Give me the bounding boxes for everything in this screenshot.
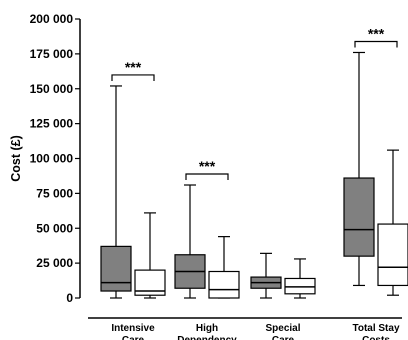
category-label-line: Care [122, 335, 145, 340]
y-tick-label: 150 000 [30, 82, 74, 96]
y-tick-label: 125 000 [30, 117, 74, 131]
y-tick-label: 75 000 [36, 186, 73, 200]
box-iqr [343, 177, 375, 257]
x-axis: IntensiveCareHighDependencySpecialCareTo… [88, 317, 402, 340]
x-category-label: SpecialCare [265, 323, 300, 340]
box-group: *** [100, 59, 166, 299]
y-tick-label: 175 000 [30, 47, 74, 61]
category-label-line: High [196, 323, 218, 334]
significance-bracket [185, 173, 229, 181]
box-iqr [377, 223, 408, 287]
box-iqr [208, 270, 240, 299]
significance-label: *** [368, 25, 385, 41]
y-tick-label: 100 000 [30, 152, 74, 166]
category-label-line: Intensive [111, 323, 155, 334]
category-label-line: Costs [362, 335, 390, 340]
category-label-line: Care [272, 335, 295, 340]
y-tick-label: 0 [66, 291, 73, 305]
y-tick-label: 50 000 [36, 221, 73, 235]
category-label-line: Total Stay [352, 323, 399, 334]
box-group: *** [343, 25, 408, 296]
category-label-line: Special [265, 323, 300, 334]
significance-label: *** [125, 59, 142, 75]
box-iqr [100, 245, 132, 292]
x-category-label: Total StayCosts [352, 323, 399, 340]
box-group: *** [174, 158, 240, 299]
category-label-line: Dependency [177, 335, 237, 340]
x-category-label: HighDependency [177, 323, 237, 340]
y-axis: 0 25 000 50 000 75 000 100 000 125 000 150 000… [30, 12, 81, 305]
significance-bracket [111, 74, 155, 81]
y-tick-label: 25 000 [36, 256, 73, 270]
box-groups: *** *** *** [100, 25, 408, 299]
box-group [250, 252, 316, 299]
x-category-label: IntensiveCare [111, 323, 155, 340]
y-axis-title: Cost (£) [9, 135, 23, 182]
significance-bracket [354, 40, 398, 48]
y-tick-label: 200 000 [30, 12, 74, 26]
significance-label: *** [199, 158, 216, 174]
